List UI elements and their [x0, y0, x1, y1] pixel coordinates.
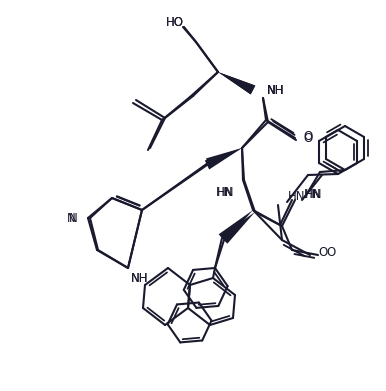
- Polygon shape: [218, 210, 253, 242]
- Text: HN: HN: [305, 188, 322, 201]
- Polygon shape: [206, 148, 242, 168]
- Text: O: O: [326, 246, 335, 258]
- Text: HN: HN: [215, 185, 233, 199]
- Text: O: O: [303, 131, 312, 143]
- Text: O: O: [318, 246, 327, 258]
- Text: O: O: [303, 133, 312, 145]
- Polygon shape: [205, 148, 242, 169]
- Text: HO: HO: [166, 16, 184, 29]
- Text: N: N: [67, 212, 76, 224]
- Text: NH: NH: [267, 84, 284, 97]
- Text: NH: NH: [131, 271, 149, 285]
- Text: NH: NH: [267, 84, 284, 97]
- Text: N: N: [69, 212, 78, 224]
- Text: NH: NH: [267, 84, 284, 97]
- Polygon shape: [218, 72, 255, 95]
- Polygon shape: [221, 212, 255, 244]
- Polygon shape: [218, 72, 255, 95]
- Text: HN: HN: [288, 190, 305, 203]
- Text: HO: HO: [166, 16, 184, 29]
- Text: HN: HN: [304, 188, 322, 201]
- Text: HN: HN: [217, 185, 234, 199]
- Text: NH: NH: [131, 271, 149, 285]
